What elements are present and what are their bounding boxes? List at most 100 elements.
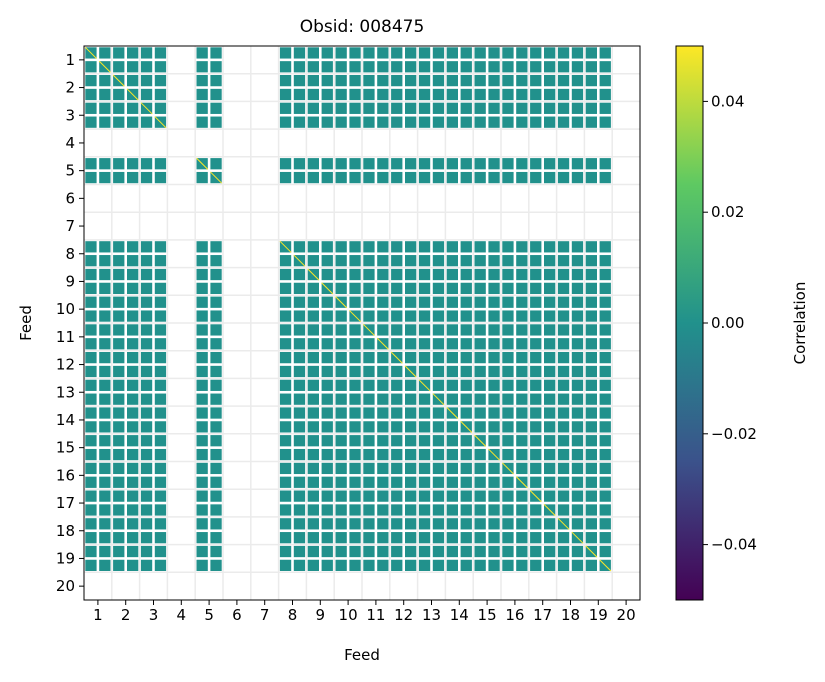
heatmap-cell [391,490,403,502]
heatmap-cell [530,379,542,391]
heatmap-cell [113,393,125,405]
heatmap-cell [432,102,445,114]
heatmap-cell [321,268,333,281]
heatmap-cell [99,448,111,461]
heatmap-cell [196,268,208,281]
heatmap-cell [474,296,486,308]
heatmap-cell [516,545,528,558]
heatmap-cell [307,282,319,294]
heatmap-cell [432,435,445,447]
heatmap-cell [363,518,375,530]
heatmap-cell [405,532,417,544]
heatmap-cell [571,407,584,419]
heatmap-cell [279,518,292,530]
heatmap-cell [321,532,333,544]
heatmap-cell [293,504,306,516]
heatmap-cell [279,435,292,447]
heatmap-cell [307,241,319,253]
heatmap-cell [113,352,125,364]
heatmap-cell [557,421,570,433]
heatmap-cell [307,559,319,571]
heatmap-cell [544,268,556,281]
heatmap-cell [405,282,417,294]
heatmap-cell [335,559,347,571]
heatmap-cell [474,75,486,87]
heatmap-cell [307,338,319,350]
heatmap-cell [377,407,389,419]
heatmap-cell [432,158,445,170]
heatmap-cell [585,407,597,419]
heatmap-cell [530,116,542,128]
heatmap-cell [99,393,111,405]
heatmap-cell [516,379,528,391]
heatmap-cell [196,102,208,114]
heatmap-cell [557,75,570,87]
heatmap-cell [210,504,222,516]
heatmap-cell [474,545,486,558]
heatmap-cell [140,490,153,502]
heatmap-cell [127,518,139,530]
heatmap-cell [418,268,431,281]
heatmap-cell [530,102,542,114]
heatmap-cell [460,352,472,364]
colorbar-tick-label: −0.04 [711,536,757,554]
diagonal-mark [210,171,223,184]
heatmap-cell [307,171,319,184]
heatmap-cell [391,393,403,405]
heatmap-cell [391,504,403,516]
heatmap-cell [557,310,570,322]
heatmap-cell [432,532,445,544]
heatmap-cell [391,158,403,170]
heatmap-cell [599,338,611,350]
heatmap-cell [516,324,528,336]
heatmap-cell [446,61,458,73]
heatmap-cell [391,462,403,475]
heatmap-cell [571,545,584,558]
heatmap-cell [571,310,584,322]
heatmap-cell [196,241,208,253]
heatmap-cell [502,545,514,558]
heatmap-cell [502,158,514,170]
heatmap-cell [85,296,97,308]
x-tick-label: 16 [505,606,524,624]
heatmap-cell [293,365,306,378]
heatmap-cell [363,490,375,502]
heatmap-cell [321,476,333,488]
heatmap-cell [446,116,458,128]
heatmap-cell [99,296,111,308]
heatmap-cell [460,116,472,128]
heatmap-cell [432,324,445,336]
heatmap-cell [140,171,153,184]
heatmap-cell [502,116,514,128]
heatmap-cell [349,241,361,253]
heatmap-cell [585,158,597,170]
heatmap-cell [113,490,125,502]
heatmap-cell [488,421,500,433]
heatmap-cell [363,448,375,461]
heatmap-cell [516,435,528,447]
heatmap-cell [516,61,528,73]
heatmap-cell [432,47,445,59]
diagonal-mark [84,46,97,59]
heatmap-cell [363,476,375,488]
heatmap-cell [279,476,292,488]
heatmap-cell [99,255,111,267]
heatmap-cell [544,421,556,433]
heatmap-cell [585,379,597,391]
heatmap-cell [418,435,431,447]
heatmap-cell [113,241,125,253]
heatmap-cell [460,407,472,419]
heatmap-cell [349,365,361,378]
heatmap-cell [307,448,319,461]
heatmap-cell [405,490,417,502]
heatmap-cell [418,338,431,350]
heatmap-cell [363,268,375,281]
diagonal-mark [529,490,542,503]
heatmap-cell [446,504,458,516]
heatmap-cell [335,476,347,488]
heatmap-cell [599,102,611,114]
heatmap-cell [405,435,417,447]
x-tick-label: 1 [93,606,103,624]
heatmap-cell [516,518,528,530]
heatmap-cell [488,310,500,322]
